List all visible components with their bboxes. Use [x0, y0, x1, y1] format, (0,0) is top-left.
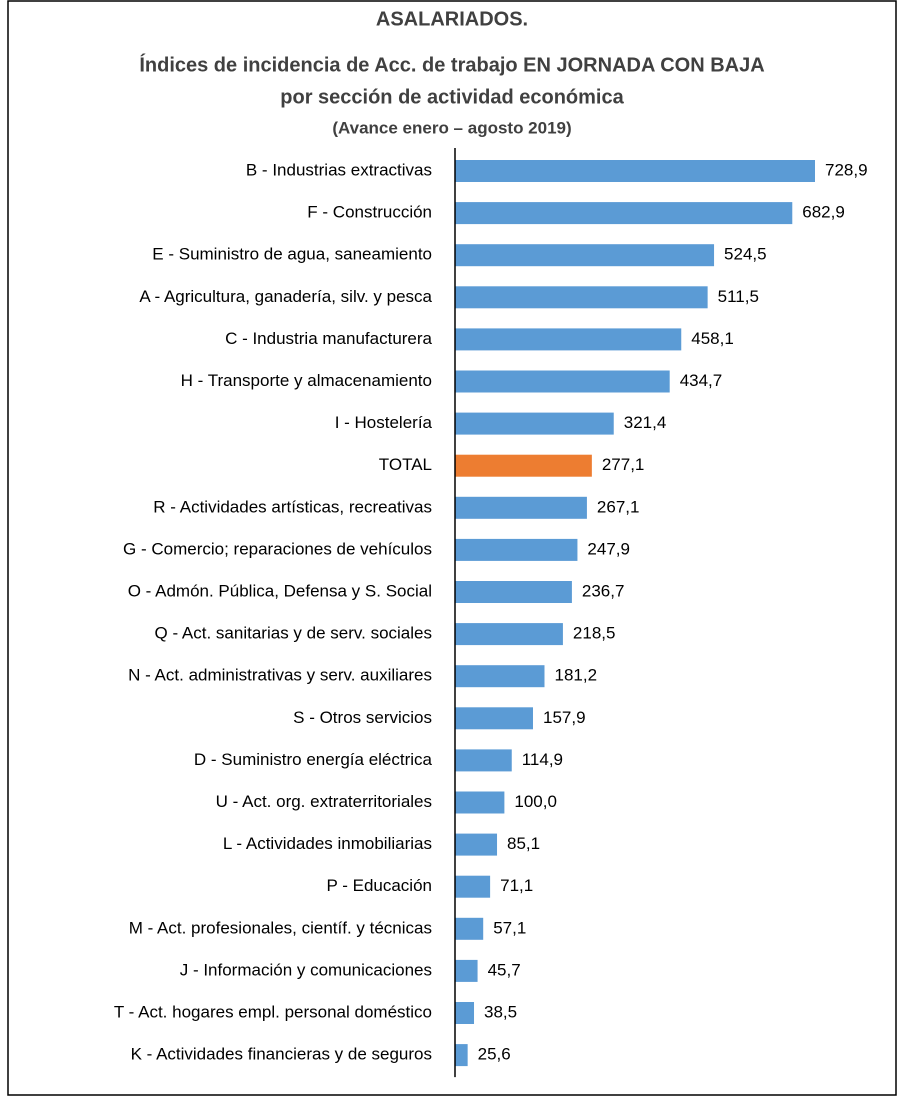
category-label: J - Información y comunicaciones	[180, 960, 432, 979]
value-label: 247,9	[587, 539, 630, 558]
value-label: 25,6	[478, 1045, 511, 1064]
chart-border	[7, 0, 897, 1096]
value-label: 71,1	[500, 876, 533, 895]
bar	[455, 707, 533, 730]
category-label: N - Act. administrativas y serv. auxilia…	[128, 666, 432, 685]
bar	[455, 202, 793, 225]
category-label: L - Actividades inmobiliarias	[223, 834, 432, 853]
value-label: 511,5	[718, 287, 759, 306]
category-label: A - Agricultura, ganadería, silv. y pesc…	[139, 287, 432, 306]
bar	[455, 623, 563, 646]
value-label: 85,1	[507, 834, 540, 853]
bar	[455, 496, 587, 519]
bar	[455, 370, 670, 393]
category-label: O - Admón. Pública, Defensa y S. Social	[128, 581, 432, 600]
category-label: U - Act. org. extraterritoriales	[216, 792, 432, 811]
value-label: 236,7	[582, 581, 625, 600]
value-label: 682,9	[802, 203, 845, 222]
bar	[455, 581, 572, 603]
chart-title: ASALARIADOS.	[376, 8, 528, 30]
category-label: TOTAL	[379, 455, 432, 474]
bar	[455, 286, 708, 309]
chart-title: por sección de actividad económica	[280, 86, 624, 108]
value-label: 524,5	[724, 245, 767, 264]
bar	[455, 538, 578, 561]
bar	[455, 791, 505, 814]
category-label: T - Act. hogares empl. personal doméstic…	[114, 1002, 432, 1021]
category-label: G - Comercio; reparaciones de vehículos	[123, 539, 432, 558]
bar	[455, 959, 478, 982]
value-label: 38,5	[484, 1002, 517, 1021]
bar	[455, 160, 815, 182]
value-label: 277,1	[602, 455, 645, 474]
category-label: H - Transporte y almacenamiento	[181, 371, 432, 390]
chart-subtitle: (Avance enero – agosto 2019)	[332, 118, 571, 137]
value-label: 100,0	[514, 792, 557, 811]
category-label: R - Actividades artísticas, recreativas	[153, 497, 432, 516]
bar	[455, 833, 498, 856]
value-label: 57,1	[493, 918, 526, 937]
category-label: D - Suministro energía eléctrica	[194, 750, 433, 769]
bar	[455, 875, 491, 898]
category-label: C - Industria manufacturera	[225, 329, 432, 348]
value-label: 181,2	[554, 666, 597, 685]
value-label: 458,1	[691, 329, 734, 348]
bar	[455, 1002, 475, 1024]
bar	[455, 749, 512, 772]
category-label: B - Industrias extractivas	[246, 160, 432, 179]
value-label: 434,7	[680, 371, 723, 390]
value-label: 218,5	[573, 624, 616, 643]
value-label: 728,9	[825, 160, 868, 179]
category-label: S - Otros servicios	[293, 708, 432, 727]
category-label: Q - Act. sanitarias y de serv. sociales	[155, 624, 432, 643]
category-label: E - Suministro de agua, saneamiento	[152, 245, 432, 264]
category-label: I - Hostelería	[335, 413, 433, 432]
bar	[455, 454, 592, 477]
chart-title: Índices de incidencia de Acc. de trabajo…	[139, 53, 764, 76]
value-label: 157,9	[543, 708, 586, 727]
category-label: K - Actividades financieras y de seguros	[131, 1045, 432, 1064]
bar	[455, 665, 545, 688]
bar	[455, 328, 682, 351]
value-label: 45,7	[488, 960, 521, 979]
value-label: 321,4	[624, 413, 667, 432]
value-label: 267,1	[597, 497, 640, 516]
category-label: F - Construcción	[307, 203, 432, 222]
value-label: 114,9	[522, 750, 563, 769]
bar	[455, 244, 715, 267]
category-label: P - Educación	[326, 876, 432, 895]
category-label: M - Act. profesionales, científ. y técni…	[129, 918, 432, 937]
bar	[455, 917, 484, 940]
bar	[455, 1044, 468, 1067]
bar	[455, 412, 614, 435]
